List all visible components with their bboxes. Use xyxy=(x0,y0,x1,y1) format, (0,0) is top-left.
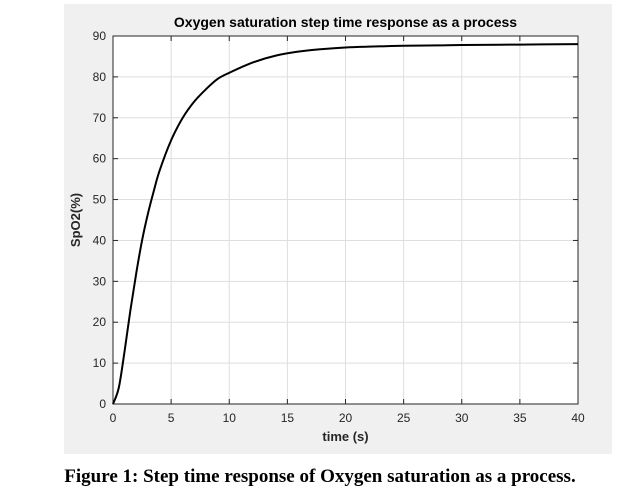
y-tick-label: 60 xyxy=(93,152,107,166)
chart-title: Oxygen saturation step time response as … xyxy=(174,14,517,30)
x-tick-label: 30 xyxy=(455,411,469,425)
x-tick-label: 0 xyxy=(110,411,117,425)
x-axis-label: time (s) xyxy=(322,429,368,444)
x-tick-label: 5 xyxy=(168,411,175,425)
x-tick-label: 15 xyxy=(281,411,295,425)
y-tick-label: 30 xyxy=(93,274,107,288)
y-tick-label: 10 xyxy=(93,356,107,370)
spo2-response-line xyxy=(112,43,579,405)
grid-lines xyxy=(113,36,578,404)
x-tick-label: 10 xyxy=(223,411,237,425)
y-tick-label: 70 xyxy=(93,111,107,125)
y-tick-label: 0 xyxy=(99,397,106,411)
y-tick-label: 20 xyxy=(93,315,107,329)
y-axis-label: SpO2(%) xyxy=(68,193,83,247)
y-tick-label: 80 xyxy=(93,70,107,84)
y-tick-label: 90 xyxy=(93,29,107,43)
x-tick-label: 35 xyxy=(513,411,527,425)
x-tick-label: 40 xyxy=(571,411,585,425)
y-tick-label: 50 xyxy=(93,193,107,207)
y-tick-label: 40 xyxy=(93,233,107,247)
x-tick-label: 25 xyxy=(397,411,411,425)
x-tick-label: 20 xyxy=(339,411,353,425)
figure-caption: Figure 1: Step time response of Oxygen s… xyxy=(64,466,576,487)
